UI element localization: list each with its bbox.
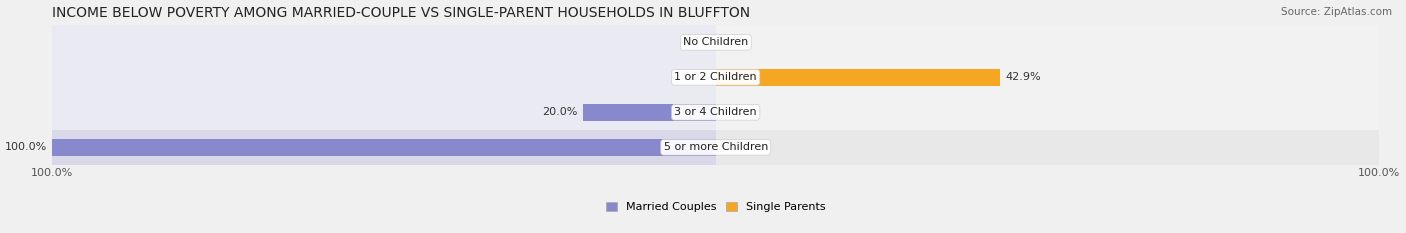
Bar [716,25,1379,60]
Bar [52,60,716,95]
Bar [716,69,1001,86]
Text: 1 or 2 Children: 1 or 2 Children [675,72,756,82]
Text: Source: ZipAtlas.com: Source: ZipAtlas.com [1281,7,1392,17]
Legend: Married Couples, Single Parents: Married Couples, Single Parents [606,202,825,212]
Bar [716,60,1379,95]
Bar [52,139,716,156]
Text: 0.0%: 0.0% [721,37,749,47]
Bar [52,25,716,60]
Text: 3 or 4 Children: 3 or 4 Children [675,107,756,117]
Text: 100.0%: 100.0% [4,142,46,152]
Text: No Children: No Children [683,37,748,47]
Bar [52,95,716,130]
Bar [583,104,716,121]
Bar [716,130,1379,165]
Text: 0.0%: 0.0% [682,72,710,82]
Text: INCOME BELOW POVERTY AMONG MARRIED-COUPLE VS SINGLE-PARENT HOUSEHOLDS IN BLUFFTO: INCOME BELOW POVERTY AMONG MARRIED-COUPL… [52,6,751,20]
Text: 20.0%: 20.0% [543,107,578,117]
Text: 0.0%: 0.0% [721,142,749,152]
Text: 42.9%: 42.9% [1005,72,1042,82]
Bar [716,95,1379,130]
Bar [52,130,716,165]
Text: 0.0%: 0.0% [682,37,710,47]
Text: 5 or more Children: 5 or more Children [664,142,768,152]
Text: 0.0%: 0.0% [721,107,749,117]
